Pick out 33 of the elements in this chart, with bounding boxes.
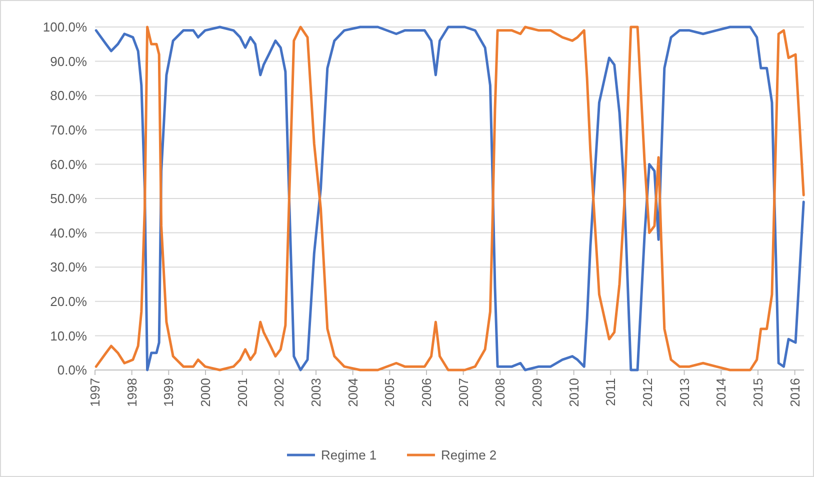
x-tick-label: 2012	[640, 378, 656, 407]
x-tick-label: 2015	[750, 378, 766, 407]
y-tick-label: 50.0%	[50, 191, 88, 206]
x-tick-label: 1997	[88, 378, 103, 407]
y-tick-label: 20.0%	[50, 294, 88, 309]
legend-label: Regime 1	[321, 448, 377, 463]
x-tick-label: 2009	[530, 378, 545, 407]
x-tick-label: 2002	[272, 378, 287, 407]
x-tick-label: 2013	[676, 378, 692, 407]
x-tick-label: 2001	[234, 378, 250, 407]
y-tick-label: 30.0%	[50, 260, 88, 275]
x-tick-label: 1998	[124, 378, 140, 407]
x-tick-label: 2000	[198, 378, 214, 407]
x-tick-label: 2004	[345, 378, 360, 407]
y-tick-label: 80.0%	[50, 88, 88, 104]
x-tick-label: 2008	[492, 378, 508, 407]
x-tick-label: 2011	[603, 378, 618, 406]
y-tick-label: 0.0%	[57, 362, 88, 378]
x-tick-label: 2003	[308, 378, 324, 407]
x-tick-label: 2005	[382, 378, 398, 407]
x-tick-label: 2006	[419, 378, 434, 407]
x-tick-label: 2014	[714, 378, 729, 407]
y-tick-label: 40.0%	[50, 225, 88, 240]
y-tick-label: 60.0%	[50, 156, 88, 172]
x-tick-label: 2010	[566, 378, 582, 407]
y-tick-label: 100.0%	[42, 20, 88, 35]
y-tick-label: 70.0%	[50, 122, 88, 138]
y-tick-label: 10.0%	[50, 328, 88, 344]
x-tick-label: 2016	[787, 378, 802, 407]
y-tick-label: 90.0%	[50, 54, 88, 69]
legend-label: Regime 2	[441, 448, 497, 463]
x-tick-label: 1999	[161, 378, 176, 407]
x-tick-label: 2007	[456, 378, 471, 407]
